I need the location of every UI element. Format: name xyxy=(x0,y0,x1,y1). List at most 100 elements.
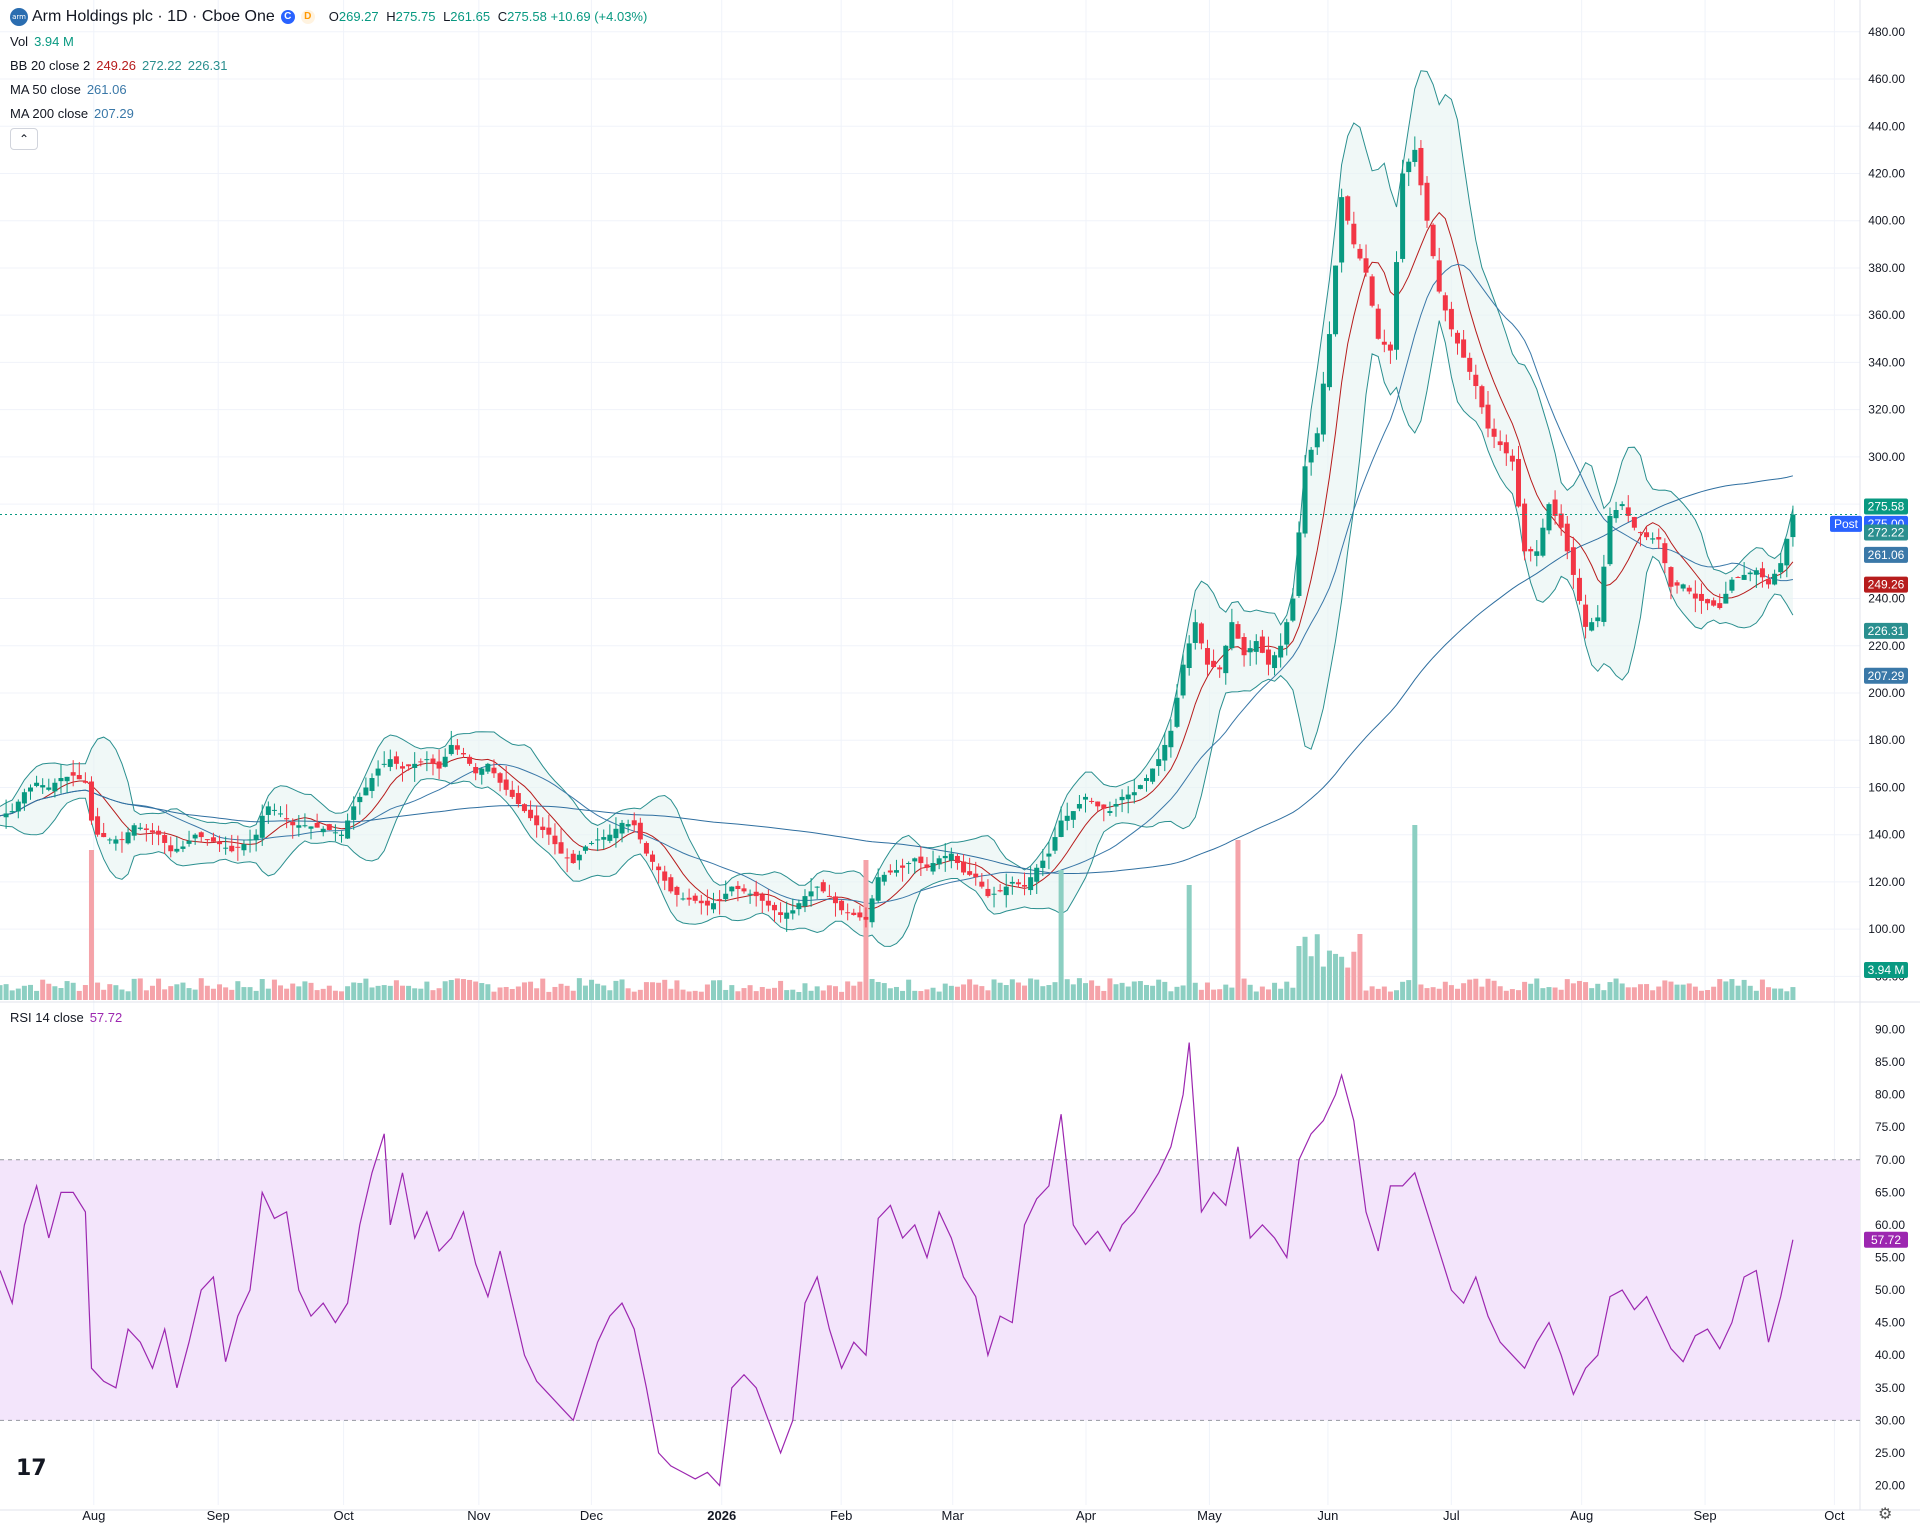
volume-bar xyxy=(948,985,954,1000)
candle xyxy=(1534,540,1540,567)
candle xyxy=(643,841,649,857)
candle-body xyxy=(1168,730,1174,748)
candle-body xyxy=(15,801,21,812)
candle-body xyxy=(223,847,229,849)
candle xyxy=(1125,786,1131,814)
candle xyxy=(1680,583,1686,592)
candle-body xyxy=(540,826,546,830)
volume-bar xyxy=(210,988,216,1000)
candle xyxy=(345,813,351,839)
symbol-title[interactable]: Arm Holdings plc · 1D · Cboe One xyxy=(32,8,275,25)
volume-bar xyxy=(570,990,576,1000)
volume-bar xyxy=(607,990,613,1000)
candle xyxy=(552,823,558,855)
candle-body xyxy=(1503,442,1509,454)
volume-bar xyxy=(21,985,27,1000)
volume-bar xyxy=(1467,979,1473,1000)
candle xyxy=(229,834,235,853)
volume-bar xyxy=(851,985,857,1000)
candle xyxy=(58,764,64,794)
candle xyxy=(296,815,302,837)
candle-body xyxy=(1461,339,1467,358)
candle xyxy=(1412,136,1418,167)
candle-body xyxy=(704,900,710,906)
candle-body xyxy=(1162,744,1168,761)
candle xyxy=(1290,588,1296,623)
candle xyxy=(1320,371,1326,442)
volume-bar xyxy=(747,985,753,1000)
price-label-text: 226.31 xyxy=(1868,624,1905,638)
candle xyxy=(814,886,820,900)
candle-body xyxy=(1576,577,1582,601)
volume-bar xyxy=(95,982,101,1000)
candle-body xyxy=(1601,566,1607,622)
tradingview-logo-icon[interactable]: 17 xyxy=(16,1456,47,1481)
volume-bar xyxy=(1107,978,1113,1000)
volume-bar xyxy=(771,987,777,1000)
candle xyxy=(436,749,442,780)
price-axis: 480.00 460.00 440.00 420.00 400.00 380.00 360.… xyxy=(1830,25,1908,983)
candle xyxy=(363,777,369,796)
candle xyxy=(1570,536,1576,589)
candle-body xyxy=(320,828,326,833)
candle xyxy=(454,739,460,756)
volume-bar xyxy=(692,990,698,1000)
candle-body xyxy=(95,816,101,835)
candle xyxy=(869,894,875,928)
candle xyxy=(52,778,58,798)
candle xyxy=(1698,583,1704,614)
price-tick-label: 480.00 xyxy=(1868,25,1905,39)
volume-bar xyxy=(58,988,64,1000)
volume-bar xyxy=(900,990,906,1000)
vol-legend[interactable]: Vol 3.94 M xyxy=(10,34,74,49)
gear-icon[interactable]: ⚙ xyxy=(1878,1506,1893,1523)
candle xyxy=(900,858,906,882)
price-label-bg xyxy=(1864,498,1908,515)
candle-body xyxy=(814,886,820,888)
ma50-legend[interactable]: MA 50 close 261.06 xyxy=(10,82,127,97)
candle-body xyxy=(515,793,521,804)
candle-body xyxy=(454,745,460,750)
candle-body xyxy=(802,896,808,907)
candle xyxy=(534,805,540,838)
volume-bar xyxy=(985,990,991,1000)
volume-bar xyxy=(149,985,155,1000)
volume-bar xyxy=(82,985,88,1000)
candle-body xyxy=(771,904,777,911)
candle-body xyxy=(1595,617,1601,622)
volume-bar xyxy=(1351,951,1357,1000)
volume-bar xyxy=(454,978,460,1000)
volume-bar xyxy=(1680,984,1686,1000)
candle xyxy=(491,759,497,778)
candle xyxy=(143,824,149,842)
candle xyxy=(680,892,686,901)
volume-bar xyxy=(784,990,790,1000)
rsi-legend[interactable]: RSI 14 close 57.72 xyxy=(10,1010,123,1025)
candle-body xyxy=(576,854,582,861)
candle-body xyxy=(503,779,509,790)
candle xyxy=(1711,597,1717,607)
bb-legend[interactable]: BB 20 close 2 249.26 272.22 226.31 xyxy=(10,58,228,73)
candle xyxy=(88,776,94,825)
ma200-legend[interactable]: MA 200 close 207.29 xyxy=(10,106,134,121)
volume-bar xyxy=(1174,986,1180,1000)
candle-body xyxy=(235,846,241,848)
collapse-legend-button[interactable]: ⌃ xyxy=(10,128,38,150)
candle xyxy=(759,892,765,913)
volume-bar xyxy=(686,991,692,1000)
candle-body xyxy=(948,853,954,861)
volume-bar xyxy=(1131,981,1137,1000)
volume-bar xyxy=(1711,986,1717,1000)
candle xyxy=(778,902,784,923)
candle-body xyxy=(491,767,497,774)
ohlc-values: O269.27 H275.75 L261.65 C275.58 +10.69 (… xyxy=(328,9,648,24)
candle-body xyxy=(906,863,912,865)
candle-body xyxy=(1229,622,1235,649)
bb-lower-value: 226.31 xyxy=(187,58,228,73)
candle-body xyxy=(125,832,131,844)
candle-body xyxy=(1570,547,1576,575)
volume-bar xyxy=(1741,979,1747,1000)
candle-body xyxy=(9,811,15,813)
candle-body xyxy=(1467,357,1473,372)
